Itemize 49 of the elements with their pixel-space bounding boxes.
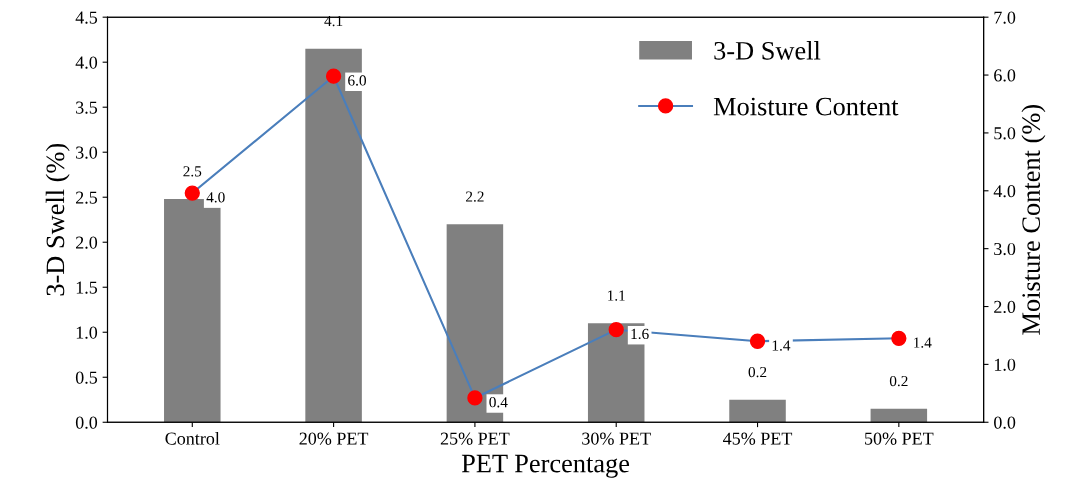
data-label: 4.0 xyxy=(206,192,225,203)
y-tick-label: 2.5 xyxy=(76,191,98,204)
y2-tick-label: 1.0 xyxy=(994,358,1016,371)
data-label: 1.1 xyxy=(608,290,625,301)
point xyxy=(749,333,766,349)
y2-tick-label: 5.0 xyxy=(994,127,1016,140)
y-tick-label: 1.0 xyxy=(76,326,98,339)
point xyxy=(467,390,483,406)
y2-axis-title: Moisture Content (%) xyxy=(1021,105,1046,335)
y2-tick-label: 4.0 xyxy=(993,185,1016,198)
y-tick-label: 4.5 xyxy=(75,11,98,24)
y-tick-label: 2.0 xyxy=(76,236,98,249)
x-tick-label: 20% PET xyxy=(299,432,369,445)
data-label: 1.4 xyxy=(772,340,791,351)
data-label: 0.2 xyxy=(889,375,908,387)
bar xyxy=(729,399,786,423)
x-axis-title: PET Percentage xyxy=(461,454,630,478)
x-tick-label: Control xyxy=(165,431,220,445)
data-label: 0.4 xyxy=(489,397,508,408)
point xyxy=(608,322,624,338)
y2-tick-label: 3.0 xyxy=(994,242,1016,256)
y2-tick-label: 0.0 xyxy=(994,416,1016,429)
point xyxy=(325,68,342,84)
data-label: 1.4 xyxy=(914,337,932,348)
bar xyxy=(870,408,928,423)
x-tick-label: 45% PET xyxy=(723,432,793,445)
y-tick-label: 0.0 xyxy=(75,416,98,429)
x-tick-label: 30% PET xyxy=(582,432,651,445)
legend-label: Moisture Content xyxy=(713,97,899,116)
point xyxy=(184,185,200,201)
y-tick-label: 3.5 xyxy=(76,101,98,114)
legend-label: 3-D Swell xyxy=(714,41,821,60)
y-axis-title: 3-D Swell (%) xyxy=(45,143,70,296)
y-tick-label: 4.0 xyxy=(75,56,98,69)
data-label: 1.6 xyxy=(631,328,649,340)
y-tick-label: 3.0 xyxy=(76,146,98,159)
y-tick-label: 0.5 xyxy=(75,371,98,384)
data-label: 0.2 xyxy=(748,366,767,378)
x-tick-label: 50% PET xyxy=(865,432,934,445)
data-label: 6.0 xyxy=(348,75,366,86)
x-tick-label: 25% PET xyxy=(440,432,510,445)
point xyxy=(891,330,907,346)
y2-tick-label: 2.0 xyxy=(994,300,1016,314)
y-tick-label: 1.5 xyxy=(76,281,98,294)
y2-tick-label: 6.0 xyxy=(994,69,1016,82)
y2-tick-label: 7.0 xyxy=(994,11,1016,24)
data-label: 2.2 xyxy=(466,191,484,202)
data-label: 2.5 xyxy=(183,166,202,177)
data-label: 4.1 xyxy=(324,15,343,27)
